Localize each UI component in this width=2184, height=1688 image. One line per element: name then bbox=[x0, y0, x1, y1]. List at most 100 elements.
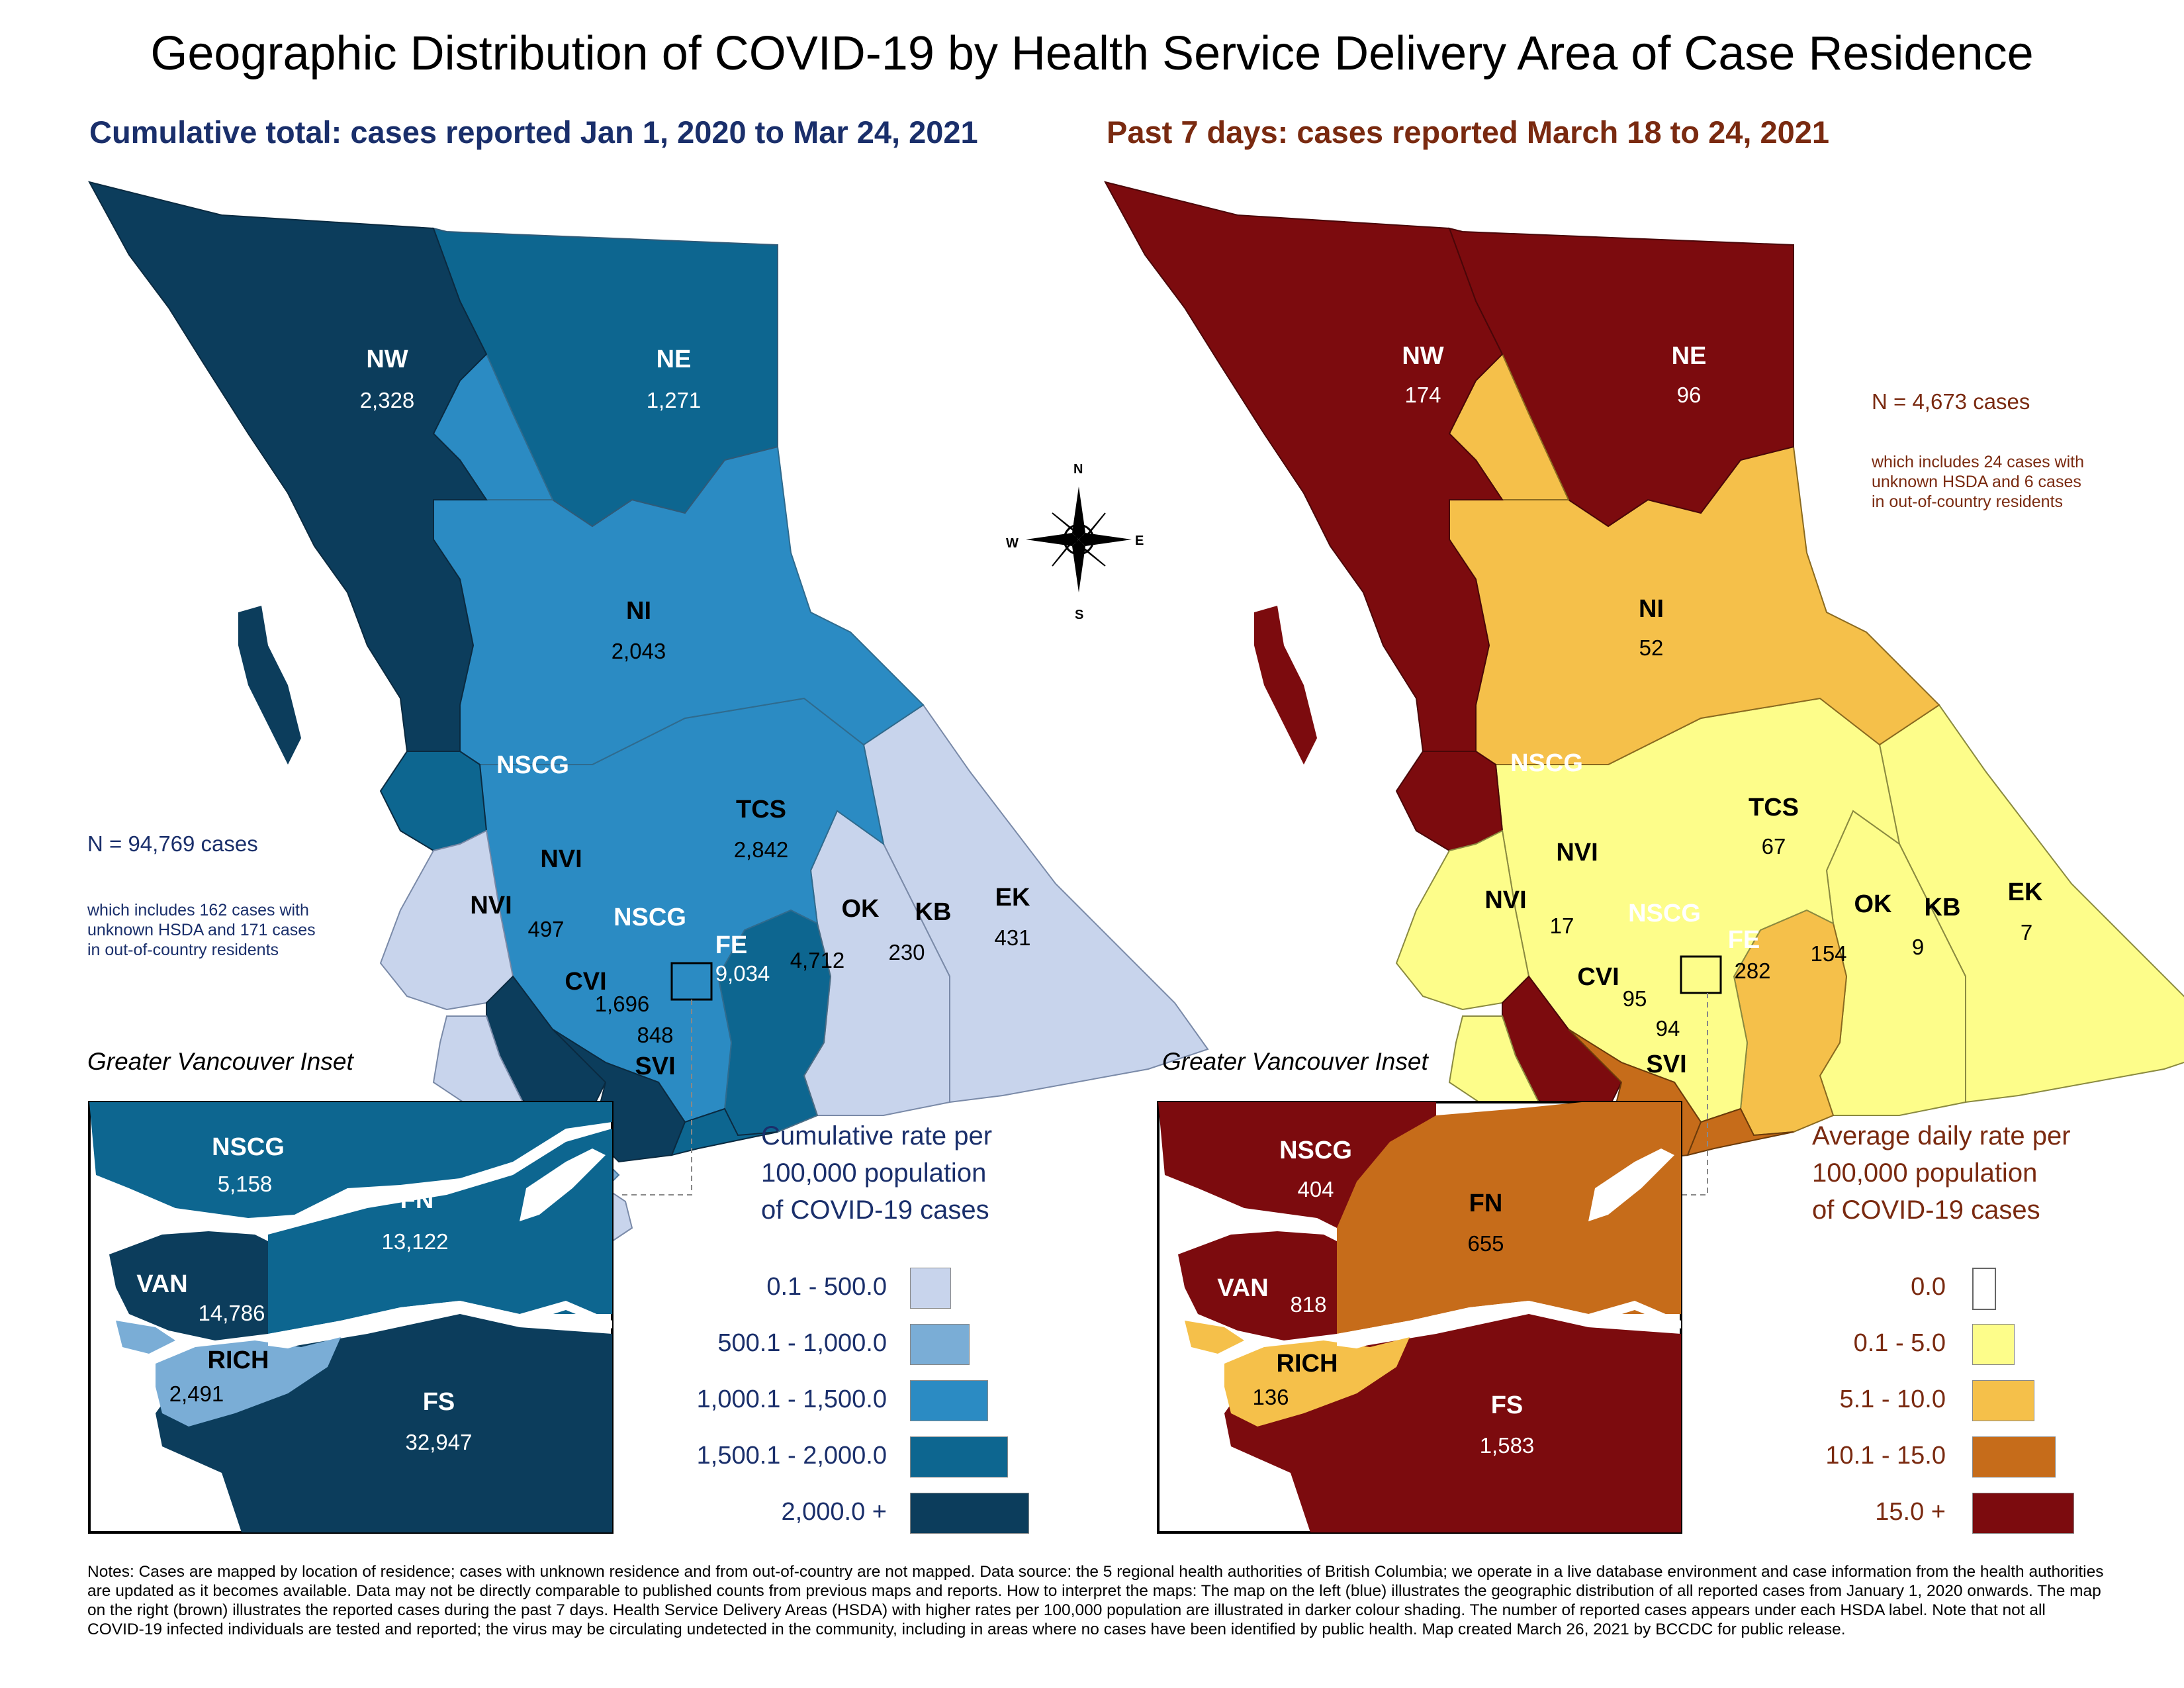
right-legend-title-line: 100,000 population bbox=[1812, 1158, 2038, 1188]
left-map-labels: NW 2,328 NE 1,271 NI 2,043 NSCG TCS 2,84… bbox=[360, 346, 1031, 1080]
value-tcs: 67 bbox=[1762, 834, 1786, 859]
value-ok: 4,712 bbox=[790, 948, 845, 972]
label-ok: OK bbox=[842, 895, 880, 923]
label-nw: NW bbox=[366, 346, 408, 373]
left-map-subtitle: Cumulative total: cases reported Jan 1, … bbox=[89, 115, 978, 150]
inset-value-fs: 1,583 bbox=[1480, 1433, 1535, 1458]
label-fe: FE bbox=[1728, 926, 1760, 954]
inset-label-nscg: NSCG bbox=[1279, 1137, 1352, 1164]
right-bc-map bbox=[1104, 181, 2184, 1243]
compass-e: E bbox=[1135, 534, 1144, 548]
inset-fn bbox=[1337, 1102, 1681, 1334]
right-note: which includes 24 cases with unknown HSD… bbox=[1872, 452, 2084, 512]
left-legend-swatch-4 bbox=[910, 1493, 1029, 1534]
right-legend-title: Average daily rate per 100,000 populatio… bbox=[1812, 1117, 2071, 1229]
label-nscg-north: NSCG bbox=[496, 751, 569, 779]
value-nvi: 17 bbox=[1550, 914, 1574, 938]
compass-w: W bbox=[1006, 536, 1019, 551]
value-ni: 2,043 bbox=[612, 639, 666, 663]
right-map-subtitle: Past 7 days: cases reported March 18 to … bbox=[1107, 115, 1830, 150]
label-svi: SVI bbox=[1646, 1051, 1686, 1078]
inset-west bbox=[1185, 1321, 1244, 1354]
left-legend-swatch-1 bbox=[910, 1324, 970, 1365]
compass-rose-icon: N S E W bbox=[1006, 462, 1144, 622]
islands-haida-gwaii bbox=[1254, 606, 1317, 765]
left-legend-title-line: of COVID-19 cases bbox=[761, 1196, 989, 1225]
inset-label-fn: FN bbox=[1469, 1190, 1503, 1217]
inset-nscg bbox=[1158, 1102, 1436, 1228]
value-fe: 9,034 bbox=[715, 961, 770, 986]
left-legend-swatch-3 bbox=[910, 1436, 1008, 1477]
inset-label-fn: FN bbox=[400, 1186, 434, 1214]
right-legend-title-line: of COVID-19 cases bbox=[1812, 1196, 2040, 1225]
inset-fn bbox=[268, 1129, 612, 1334]
inset-label-fs: FS bbox=[423, 1388, 455, 1416]
right-legend-title-line: Average daily rate per bbox=[1812, 1121, 2071, 1150]
value-svi: 94 bbox=[1656, 1016, 1680, 1041]
value-svi: 848 bbox=[637, 1023, 673, 1047]
region-fe-strip bbox=[670, 1107, 778, 1156]
inset-marker bbox=[1680, 955, 1722, 994]
left-legend-label-3: 1,500.1 - 2,000.0 bbox=[696, 1442, 887, 1470]
value-nw: 174 bbox=[1404, 383, 1441, 407]
right-legend-label-3: 10.1 - 15.0 bbox=[1825, 1442, 1946, 1470]
right-legend-swatch-2 bbox=[1972, 1380, 2034, 1421]
left-legend-swatch-2 bbox=[910, 1380, 988, 1421]
left-legend-title: Cumulative rate per 100,000 population o… bbox=[761, 1117, 992, 1229]
inset-value-fn: 13,122 bbox=[382, 1229, 449, 1254]
left-inset-labels: NSCG 5,158 FN 13,122 VAN 14,786 RICH 2,4… bbox=[136, 1133, 472, 1454]
right-legend-label-4: 15.0 + bbox=[1875, 1498, 1946, 1526]
label-nw: NW bbox=[1402, 342, 1443, 370]
value-nw: 2,328 bbox=[360, 388, 415, 412]
page-title: Geographic Distribution of COVID-19 by H… bbox=[150, 27, 2034, 80]
region-nw bbox=[88, 181, 488, 752]
inset-rich bbox=[156, 1337, 341, 1427]
label-kb: KB bbox=[1925, 894, 1961, 921]
left-legend-title-line: Cumulative rate per bbox=[761, 1121, 993, 1150]
label-svi: SVI bbox=[635, 1053, 675, 1080]
value-nvi: 497 bbox=[527, 917, 564, 941]
label-tcs: TCS bbox=[736, 796, 786, 823]
inset-van bbox=[109, 1231, 268, 1340]
value-kb: 230 bbox=[888, 940, 925, 964]
inset-label-rich: RICH bbox=[1277, 1350, 1338, 1378]
left-legend-label-2: 1,000.1 - 1,500.0 bbox=[696, 1385, 887, 1413]
value-ne: 96 bbox=[1677, 383, 1702, 407]
right-legend-label-0: 0.0 bbox=[1911, 1273, 1946, 1301]
label-tcs: TCS bbox=[1749, 794, 1799, 821]
left-note-line: which includes 162 cases with bbox=[87, 901, 309, 919]
region-nw bbox=[1104, 181, 1504, 752]
right-legend-label-1: 0.1 - 5.0 bbox=[1853, 1329, 1946, 1357]
value-ni: 52 bbox=[1639, 635, 1664, 660]
left-legend-swatch-0 bbox=[910, 1268, 951, 1309]
inset-value-van: 818 bbox=[1290, 1292, 1326, 1317]
label-nvi-mainland: NVI bbox=[540, 845, 582, 873]
inset-west bbox=[116, 1321, 175, 1354]
left-inset-title: Greater Vancouver Inset bbox=[87, 1048, 353, 1075]
right-total: N = 4,673 cases bbox=[1872, 389, 2030, 414]
label-ni: NI bbox=[1639, 595, 1664, 623]
value-ok: 154 bbox=[1810, 941, 1846, 966]
right-legend-swatch-4 bbox=[1972, 1493, 2074, 1534]
inset-label-nscg: NSCG bbox=[212, 1133, 285, 1161]
value-tcs: 2,842 bbox=[734, 837, 789, 862]
right-legend-label-2: 5.1 - 10.0 bbox=[1839, 1385, 1946, 1413]
inset-value-van: 14,786 bbox=[199, 1301, 265, 1325]
value-ek: 431 bbox=[994, 925, 1030, 950]
inset-water-2 bbox=[1588, 1149, 1674, 1221]
inset-label-rich: RICH bbox=[208, 1346, 269, 1374]
label-nscg-north: NSCG bbox=[1510, 749, 1583, 777]
left-legend-label-4: 2,000.0 + bbox=[781, 1498, 887, 1526]
inset-water bbox=[268, 1301, 612, 1348]
label-nscg-south: NSCG bbox=[614, 904, 686, 931]
inset-value-rich: 136 bbox=[1252, 1385, 1289, 1409]
value-cvi: 95 bbox=[1623, 986, 1647, 1011]
label-ek: EK bbox=[2008, 878, 2043, 906]
label-ok: OK bbox=[1854, 890, 1893, 918]
right-inset bbox=[1157, 1101, 1682, 1534]
label-ek: EK bbox=[995, 884, 1030, 912]
right-legend-swatch-3 bbox=[1972, 1436, 2056, 1477]
compass-n: N bbox=[1073, 462, 1083, 477]
right-map-labels: NW 174 NE 96 NI 52 NSCG TCS 67 NVI NVI 1… bbox=[1402, 342, 2043, 1078]
